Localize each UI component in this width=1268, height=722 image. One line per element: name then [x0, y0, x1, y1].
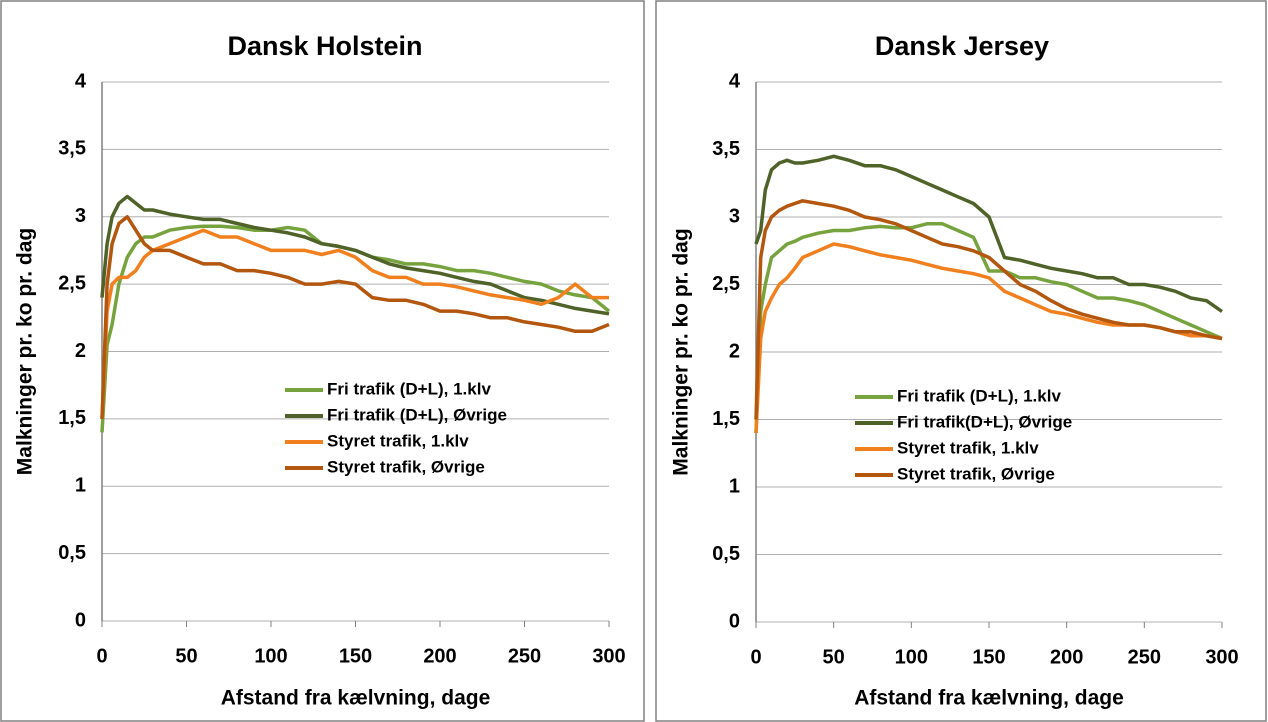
data-line [100, 215, 610, 419]
y-tick-label: 2 [729, 340, 740, 362]
y-tick-label: 4 [75, 70, 87, 92]
y-tick-label: 3,5 [712, 138, 740, 160]
x-tick-label: 250 [1128, 646, 1161, 668]
legend-label: Fri trafik (D+L), 1.klv [897, 386, 1061, 405]
y-tick-label: 0,5 [58, 542, 86, 564]
y-tick-label: 0 [729, 610, 740, 632]
y-tick-label: 3,5 [58, 138, 86, 160]
y-tick-label: 3 [729, 205, 740, 227]
x-tick-label: 250 [508, 645, 541, 667]
panel-border [0, 0, 645, 722]
y-tick-label: 1,5 [58, 407, 86, 429]
y-tick-label: 2,5 [712, 273, 740, 295]
data-line [100, 194, 610, 316]
x-tick-label: 300 [592, 645, 625, 667]
y-tick-label: 1 [729, 475, 740, 497]
legend-label: Styret trafik, 1.klv [897, 438, 1039, 457]
panel-border [655, 0, 1267, 722]
legend-label: Styret trafik, Øvrige [897, 464, 1055, 483]
x-tick-label: 100 [895, 646, 928, 668]
y-tick-label: 2 [75, 340, 86, 362]
legend-label: Fri trafik(D+L), Øvrige [897, 412, 1072, 431]
legend-label: Styret trafik, Øvrige [327, 457, 485, 476]
y-axis-title: Malkninger pr. ko pr. dag [670, 228, 693, 475]
x-tick-label: 50 [823, 646, 845, 668]
y-tick-label: 0 [75, 609, 86, 631]
x-tick-label: 150 [339, 645, 372, 667]
y-tick-label: 4 [729, 70, 741, 92]
x-tick-label: 0 [96, 645, 107, 667]
chart-title: Dansk Holstein [227, 31, 422, 61]
x-axis-title: Afstand fra kælvning, dage [854, 687, 1124, 710]
x-tick-label: 300 [1205, 646, 1238, 668]
y-tick-label: 3 [75, 205, 86, 227]
legend-label: Fri trafik (D+L), Øvrige [327, 405, 507, 424]
x-tick-label: 200 [423, 645, 456, 667]
legend-label: Fri trafik (D+L), 1.klv [327, 379, 491, 398]
y-tick-label: 0,5 [712, 543, 740, 565]
x-tick-label: 200 [1050, 646, 1083, 668]
legend-label: Styret trafik, 1.klv [327, 431, 469, 450]
x-tick-label: 50 [175, 645, 197, 667]
y-tick-label: 1,5 [712, 408, 740, 430]
x-tick-label: 150 [972, 646, 1005, 668]
chart-title: Dansk Jersey [875, 31, 1049, 61]
data-line [100, 228, 609, 419]
data-line [754, 199, 1223, 420]
x-tick-label: 100 [254, 645, 287, 667]
x-tick-label: 0 [750, 646, 761, 668]
data-line [754, 222, 1223, 434]
data-line [754, 154, 1224, 313]
y-tick-label: 2,5 [58, 272, 86, 294]
x-axis-title: Afstand fra kælvning, dage [221, 687, 491, 710]
y-axis-title: Malkninger pr. ko pr. dag [14, 228, 37, 475]
y-tick-label: 1 [75, 475, 86, 497]
